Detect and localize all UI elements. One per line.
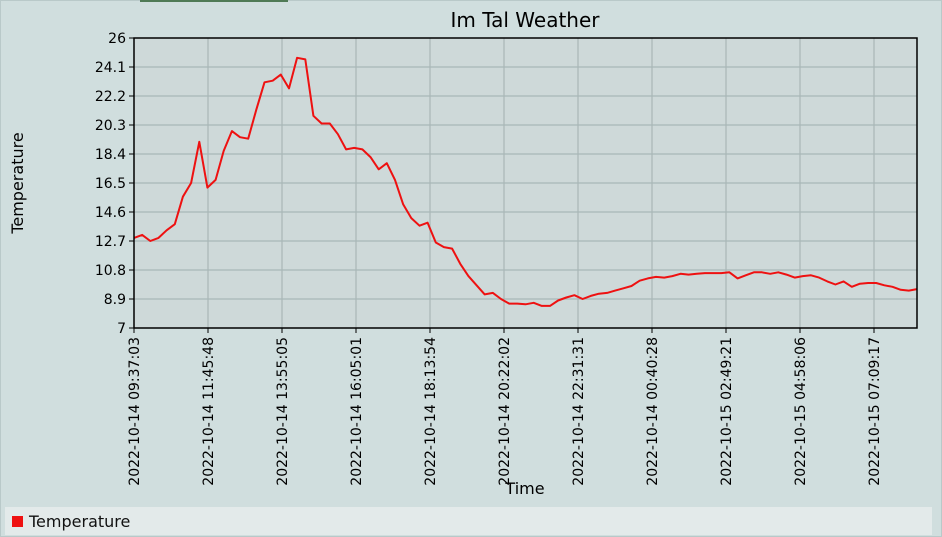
- y-tick-label: 24.1: [95, 60, 126, 76]
- grid-lines: [134, 38, 917, 328]
- x-tick-label: 2022-10-14 18:13:54: [423, 337, 439, 486]
- x-axis-title: Time: [504, 479, 544, 498]
- x-axis: 2022-10-14 09:37:03 2022-10-14 11:45:48 20…: [127, 328, 883, 486]
- x-tick-label: 2022-10-15 07:09:17: [867, 337, 883, 486]
- series-line-temperature: [133, 56, 918, 307]
- x-tick-label: 2022-10-14 09:37:03: [127, 337, 143, 486]
- y-tick-label: 16.5: [95, 176, 126, 192]
- chart-title: Im Tal Weather: [450, 8, 600, 32]
- y-tick-label: 8.9: [104, 292, 126, 308]
- x-tick-label: 2022-10-14 16:05:01: [349, 337, 365, 486]
- x-tick-label: 2022-10-14 00:40:28: [645, 337, 661, 486]
- x-tick-label: 2022-10-14 22:31:31: [571, 337, 587, 486]
- x-tick-label: 2022-10-14 11:45:48: [201, 337, 217, 486]
- legend-label-temperature: Temperature: [29, 511, 131, 531]
- y-tick-label: 20.3: [95, 118, 126, 134]
- legend-swatch-temperature: [12, 515, 23, 527]
- y-tick-label: 18.4: [95, 147, 126, 163]
- x-tick-label: 2022-10-15 04:58:06: [793, 337, 809, 486]
- x-tick-label: 2022-10-15 02:49:21: [719, 337, 735, 486]
- y-tick-label: 10.8: [95, 263, 126, 279]
- top-tab-strip: [140, 0, 288, 2]
- x-tick-label: 2022-10-14 20:22:02: [497, 337, 513, 486]
- x-tick-label: 2022-10-14 13:55:05: [275, 337, 291, 486]
- series-layer: [133, 56, 918, 307]
- legend: Temperature: [5, 507, 932, 535]
- y-tick-label: 26: [108, 31, 126, 47]
- y-axis: 7 8.9 10.8 12.7 14.6 16.5 18.4 20.3 22.2 24.1 26: [95, 31, 134, 337]
- y-tick-label: 14.6: [95, 205, 126, 221]
- y-tick-label: 12.7: [95, 234, 126, 250]
- y-axis-title: Temperature: [8, 132, 27, 234]
- y-tick-label: 22.2: [95, 89, 126, 105]
- y-tick-label: 7: [117, 321, 126, 337]
